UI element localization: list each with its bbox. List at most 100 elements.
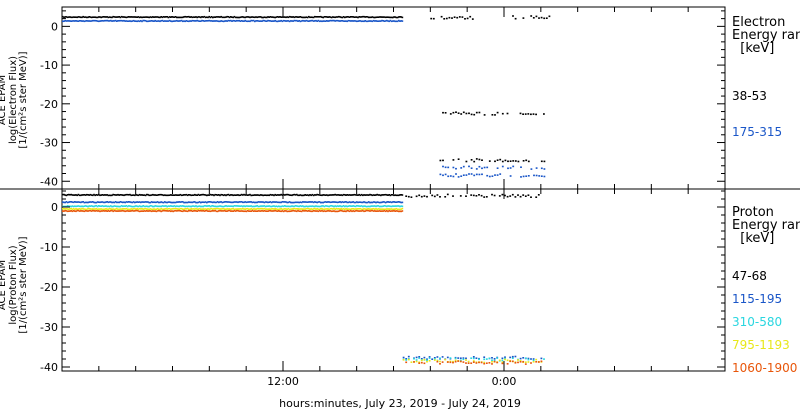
data-point-1060-1900 (358, 210, 360, 212)
data-point-38-53 (330, 16, 333, 19)
data-point-1060-1900 (96, 210, 99, 212)
data-point-310-580 (345, 205, 347, 207)
data-point-175-315 (398, 19, 400, 22)
data-point-175-315 (527, 175, 530, 177)
data-point-310-580 (488, 357, 491, 360)
data-point-1060-1900 (209, 210, 212, 213)
data-point-1060-1900 (452, 361, 454, 364)
data-point-310-580 (288, 205, 291, 208)
data-point-795-1193 (70, 207, 72, 210)
data-point-115-195 (382, 201, 384, 203)
data-point-175-315 (455, 173, 457, 175)
data-point-310-580 (338, 205, 340, 208)
data-point-795-1193 (285, 208, 287, 210)
data-point-38-53 (540, 160, 543, 163)
data-point-175-315 (281, 20, 284, 23)
data-point-175-315 (248, 20, 250, 22)
data-point-47-68 (71, 194, 74, 196)
data-point-795-1193 (333, 207, 335, 210)
data-point-115-195 (296, 201, 298, 204)
data-point-38-53 (273, 16, 275, 19)
data-point-38-53 (150, 16, 153, 19)
data-point-38-53 (530, 113, 532, 116)
data-point-38-53 (522, 160, 525, 162)
data-point-47-68 (110, 194, 112, 197)
data-point-47-68 (321, 194, 323, 197)
data-point-795-1193 (212, 208, 214, 210)
data-point-1060-1900 (207, 210, 209, 212)
data-point-1060-1900 (264, 210, 267, 212)
data-point-38-53 (499, 158, 502, 161)
data-point-310-580 (324, 205, 327, 207)
data-point-115-195 (491, 357, 493, 359)
data-point-115-195 (275, 201, 278, 203)
data-point-1060-1900 (249, 210, 251, 212)
data-point-1060-1900 (94, 210, 96, 212)
data-point-795-1193 (122, 208, 124, 210)
data-point-310-580 (286, 205, 288, 208)
data-point-795-1193 (204, 208, 207, 210)
data-point-175-315 (274, 19, 276, 22)
data-point-38-53 (192, 16, 195, 18)
data-point-310-580 (344, 205, 346, 208)
data-point-795-1193 (195, 207, 197, 210)
data-point-115-195 (69, 201, 71, 203)
data-point-115-195 (400, 201, 402, 204)
data-point-47-68 (81, 194, 83, 196)
data-point-115-195 (204, 201, 207, 203)
data-point-38-53 (432, 17, 435, 20)
data-point-38-53 (102, 16, 105, 18)
data-point-38-53 (440, 15, 443, 18)
data-point-115-195 (245, 201, 248, 204)
data-point-115-195 (278, 201, 280, 204)
data-point-115-195 (131, 201, 134, 204)
data-point-175-315 (128, 20, 130, 22)
data-point-1060-1900 (423, 362, 426, 365)
data-point-1060-1900 (309, 210, 311, 212)
data-point-310-580 (230, 205, 232, 207)
data-point-38-53 (208, 15, 210, 18)
data-point-175-315 (383, 20, 386, 22)
data-point-795-1193 (436, 359, 439, 362)
data-point-175-315 (150, 20, 153, 22)
data-point-115-195 (540, 357, 543, 360)
data-point-115-195 (426, 358, 428, 360)
data-point-310-580 (310, 205, 312, 208)
data-point-47-68 (222, 194, 225, 197)
data-point-38-53 (129, 16, 131, 18)
data-point-310-580 (162, 205, 165, 207)
data-point-795-1193 (517, 359, 519, 361)
data-point-115-195 (98, 201, 100, 203)
data-point-1060-1900 (418, 362, 421, 364)
data-point-795-1193 (200, 208, 202, 210)
data-point-47-68 (143, 194, 146, 196)
data-point-1060-1900 (314, 210, 316, 212)
data-point-175-315 (378, 20, 381, 22)
data-point-310-580 (280, 205, 282, 208)
data-point-47-68 (62, 193, 64, 196)
data-point-175-315 (95, 20, 98, 22)
data-point-310-580 (366, 205, 369, 208)
data-point-1060-1900 (71, 210, 74, 213)
data-point-1060-1900 (318, 209, 321, 212)
data-point-38-53 (461, 16, 464, 18)
data-point-795-1193 (353, 208, 356, 210)
data-point-1060-1900 (77, 209, 80, 212)
data-point-47-68 (203, 194, 206, 196)
data-point-38-53 (530, 15, 533, 17)
data-point-795-1193 (74, 208, 76, 211)
data-point-38-53 (478, 111, 481, 114)
data-point-175-315 (176, 19, 178, 22)
y-tick-label: -20 (40, 98, 58, 111)
data-point-310-580 (94, 205, 96, 207)
data-point-38-53 (220, 15, 222, 18)
data-point-1060-1900 (196, 210, 198, 212)
data-point-310-580 (383, 205, 386, 207)
data-point-38-53 (227, 16, 230, 18)
data-point-175-315 (140, 20, 142, 22)
data-point-47-68 (202, 193, 204, 196)
data-point-38-53 (155, 16, 158, 18)
data-point-175-315 (299, 20, 302, 23)
data-point-38-53 (184, 15, 186, 18)
data-point-795-1193 (62, 207, 64, 210)
